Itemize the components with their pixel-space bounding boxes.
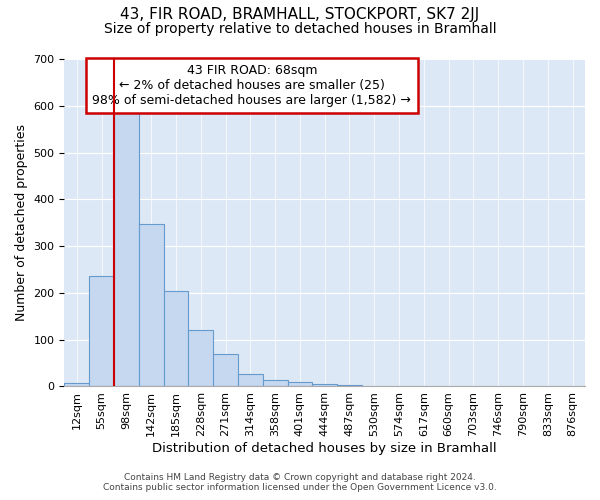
Bar xyxy=(139,224,164,386)
X-axis label: Distribution of detached houses by size in Bramhall: Distribution of detached houses by size … xyxy=(152,442,497,455)
Bar xyxy=(213,354,238,386)
Text: Size of property relative to detached houses in Bramhall: Size of property relative to detached ho… xyxy=(104,22,496,36)
Text: 43, FIR ROAD, BRAMHALL, STOCKPORT, SK7 2JJ: 43, FIR ROAD, BRAMHALL, STOCKPORT, SK7 2… xyxy=(121,8,479,22)
Bar xyxy=(164,292,188,386)
Bar xyxy=(263,380,287,386)
Text: Contains HM Land Registry data © Crown copyright and database right 2024.
Contai: Contains HM Land Registry data © Crown c… xyxy=(103,473,497,492)
Bar xyxy=(188,330,213,386)
Bar xyxy=(313,384,337,386)
Text: 43 FIR ROAD: 68sqm
← 2% of detached houses are smaller (25)
98% of semi-detached: 43 FIR ROAD: 68sqm ← 2% of detached hous… xyxy=(92,64,411,107)
Bar xyxy=(337,385,362,386)
Bar xyxy=(89,276,114,386)
Bar xyxy=(114,112,139,386)
Bar xyxy=(238,374,263,386)
Bar xyxy=(287,382,313,386)
Y-axis label: Number of detached properties: Number of detached properties xyxy=(15,124,28,321)
Bar xyxy=(64,382,89,386)
